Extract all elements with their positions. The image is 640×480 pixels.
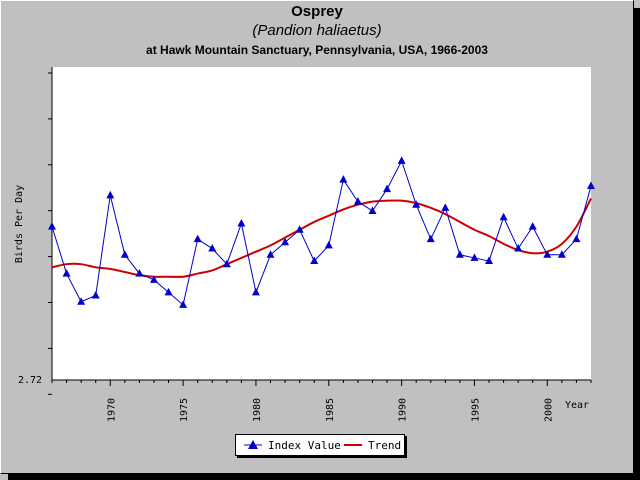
legend-item-trend: Trend <box>344 438 401 452</box>
y-ticks <box>48 73 52 394</box>
x-tick-label: 2000 <box>543 398 554 422</box>
x-axis-label: Year <box>565 400 589 411</box>
x-ticks: 1970 1975 1980 1985 1990 1995 2000 <box>52 380 591 422</box>
triangle-icon <box>244 439 262 451</box>
x-tick-label: 1985 <box>325 398 336 422</box>
legend-label-trend: Trend <box>368 439 401 452</box>
line-icon <box>344 439 362 451</box>
x-tick-label: 1980 <box>252 398 263 422</box>
x-tick-label: 1970 <box>106 398 117 422</box>
legend-item-index: Index Value <box>244 438 341 452</box>
x-tick-label: 1995 <box>470 398 481 422</box>
y-tick-label: 2.72 <box>18 375 42 386</box>
x-tick-label: 1990 <box>398 398 409 422</box>
x-tick-label: 1975 <box>179 398 190 422</box>
legend: Index Value Trend <box>235 434 405 456</box>
plot-area <box>52 67 591 380</box>
legend-label-index: Index Value <box>268 439 341 452</box>
y-axis-label: Birds Per Day <box>14 185 25 263</box>
